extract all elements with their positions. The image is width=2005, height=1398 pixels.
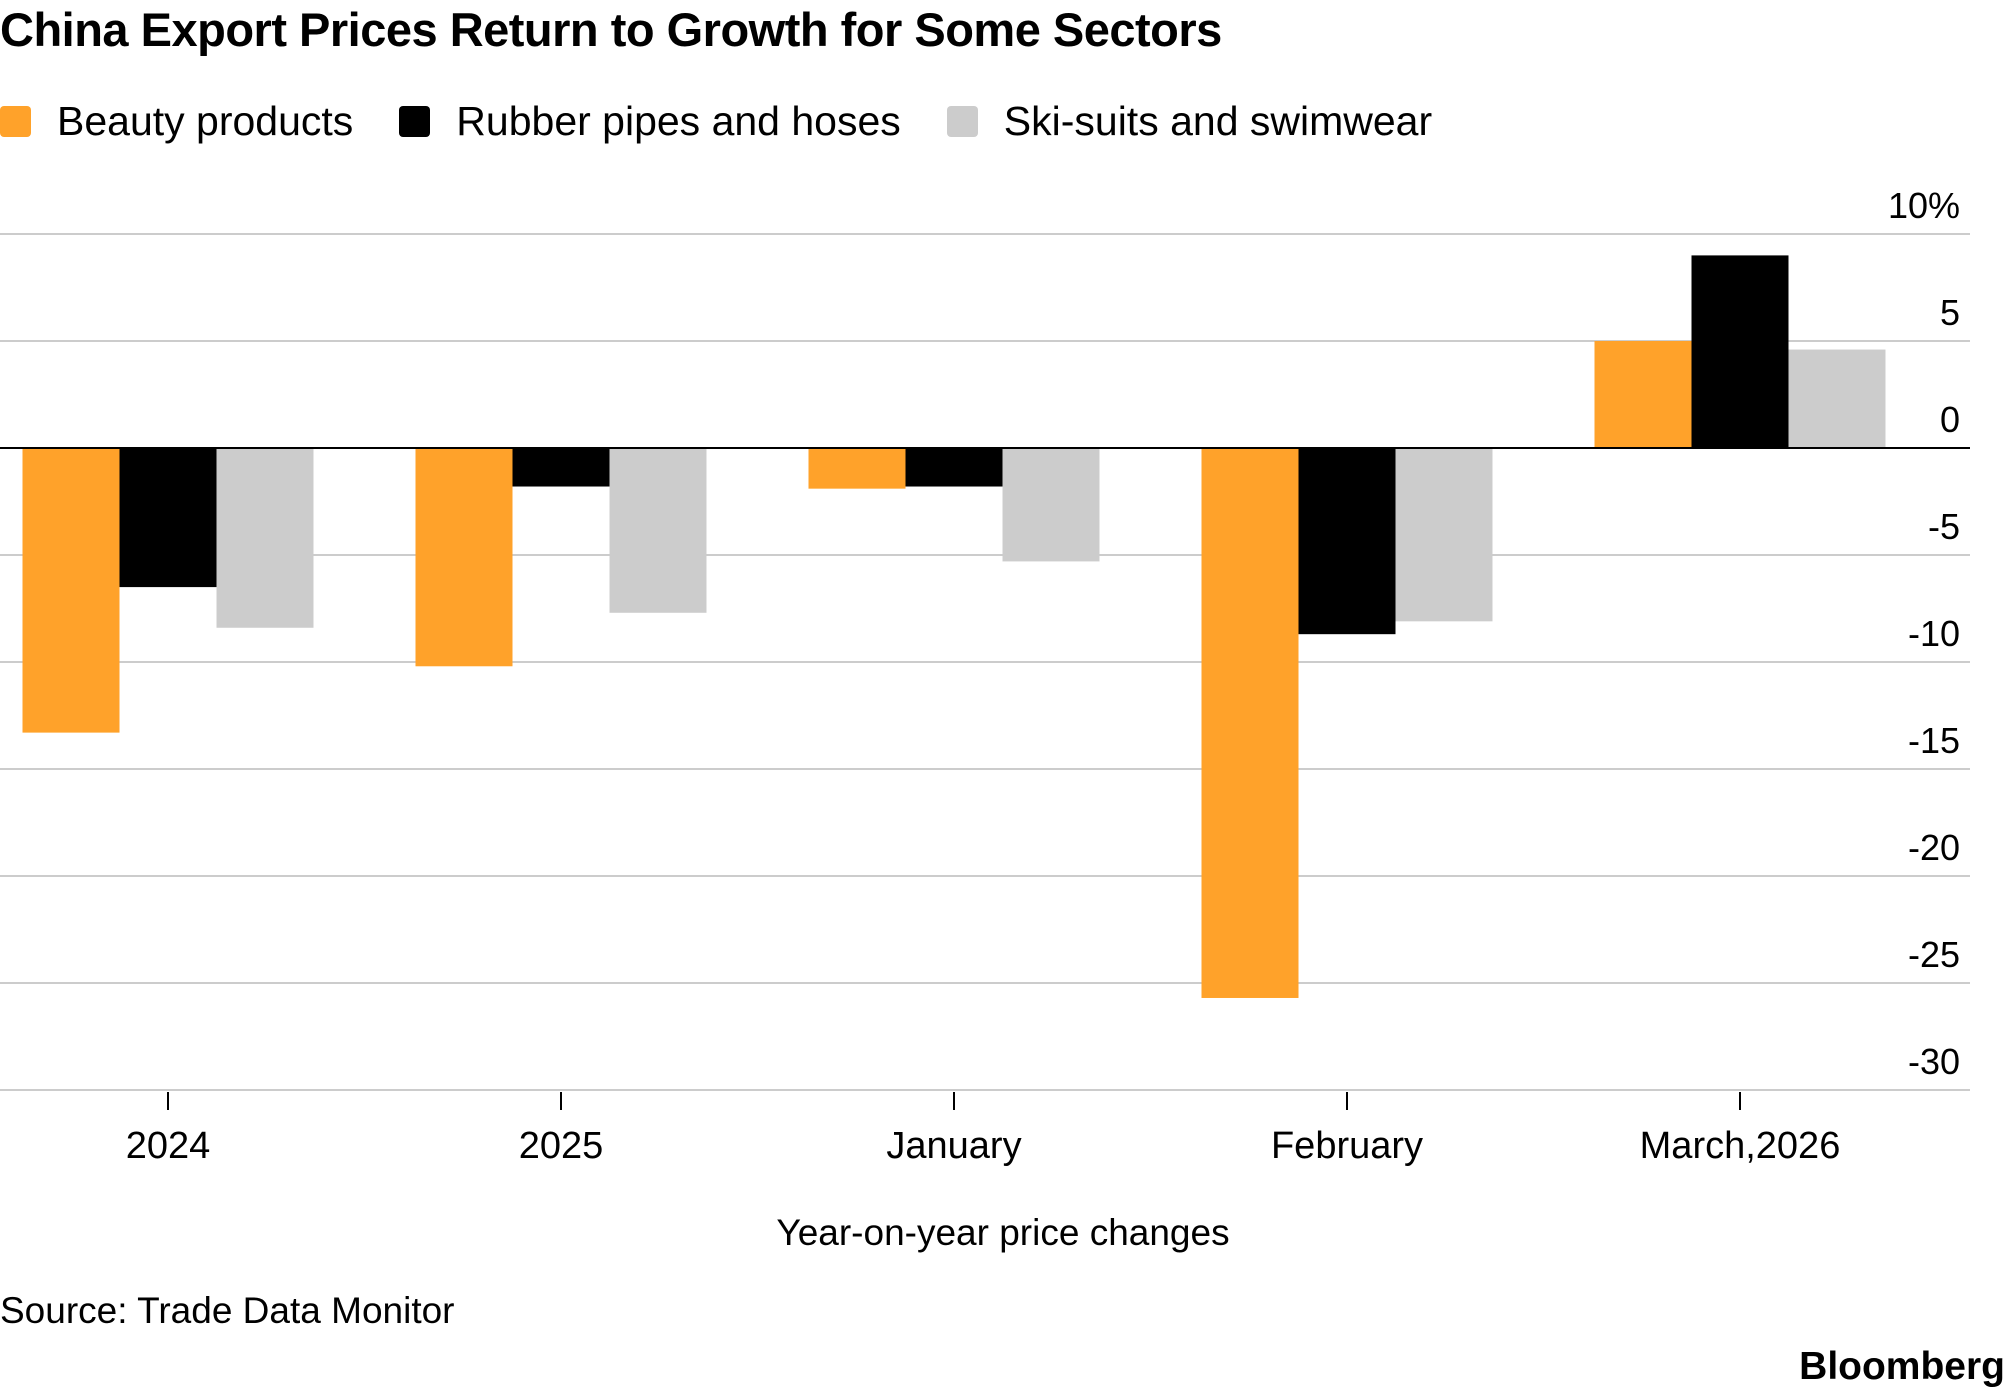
legend-item-beauty-products: Beauty products — [0, 98, 353, 145]
y-tick-label: -30 — [1908, 1041, 1960, 1082]
legend-swatch-beauty-products — [0, 106, 31, 137]
legend-label-beauty-products: Beauty products — [57, 98, 354, 144]
bar — [512, 448, 610, 487]
bar — [808, 448, 906, 489]
legend-swatch-rubber-pipes — [399, 106, 431, 137]
bar — [1395, 448, 1493, 622]
bar — [1002, 448, 1100, 562]
bar — [1691, 255, 1789, 448]
y-tick-label: -20 — [1908, 827, 1960, 868]
legend-swatch-ski-suits — [946, 106, 978, 137]
x-tick-label: February — [1271, 1125, 1423, 1167]
legend: Beauty products Rubber pipes and hoses S… — [0, 98, 1478, 145]
bar — [216, 448, 314, 628]
bloomberg-logo: Bloomberg — [1799, 1345, 2005, 1388]
legend-label-ski-suits: Ski-suits and swimwear — [1003, 98, 1433, 144]
bar — [1594, 341, 1692, 448]
y-tick-label: -15 — [1908, 720, 1960, 761]
bar — [1201, 448, 1299, 998]
x-axis-title: Year-on-year price changes — [776, 1212, 1229, 1253]
bar — [415, 448, 513, 667]
bar — [1788, 349, 1886, 448]
x-tick-label: March,2026 — [1640, 1125, 1841, 1167]
y-tick-label: 10% — [1888, 185, 1960, 226]
bar — [119, 448, 217, 588]
bar — [22, 448, 120, 733]
x-tick-label: January — [886, 1125, 1021, 1167]
y-tick-label: 5 — [1940, 292, 1960, 333]
source-note: Source: Trade Data Monitor — [0, 1290, 455, 1331]
bar — [905, 448, 1003, 487]
x-tick-label: 2024 — [126, 1125, 211, 1167]
legend-item-ski-suits: Ski-suits and swimwear — [946, 98, 1433, 145]
x-tick-label: 2025 — [519, 1125, 604, 1167]
legend-item-rubber-pipes: Rubber pipes and hoses — [399, 98, 901, 145]
y-tick-label: 0 — [1940, 399, 1960, 440]
y-tick-label: -10 — [1908, 613, 1960, 654]
chart-title: China Export Prices Return to Growth for… — [0, 3, 1222, 56]
y-tick-label: -5 — [1928, 506, 1960, 547]
y-tick-label: -25 — [1908, 934, 1960, 975]
legend-label-rubber-pipes: Rubber pipes and hoses — [456, 98, 901, 144]
bar — [1298, 448, 1396, 635]
bar — [609, 448, 707, 613]
